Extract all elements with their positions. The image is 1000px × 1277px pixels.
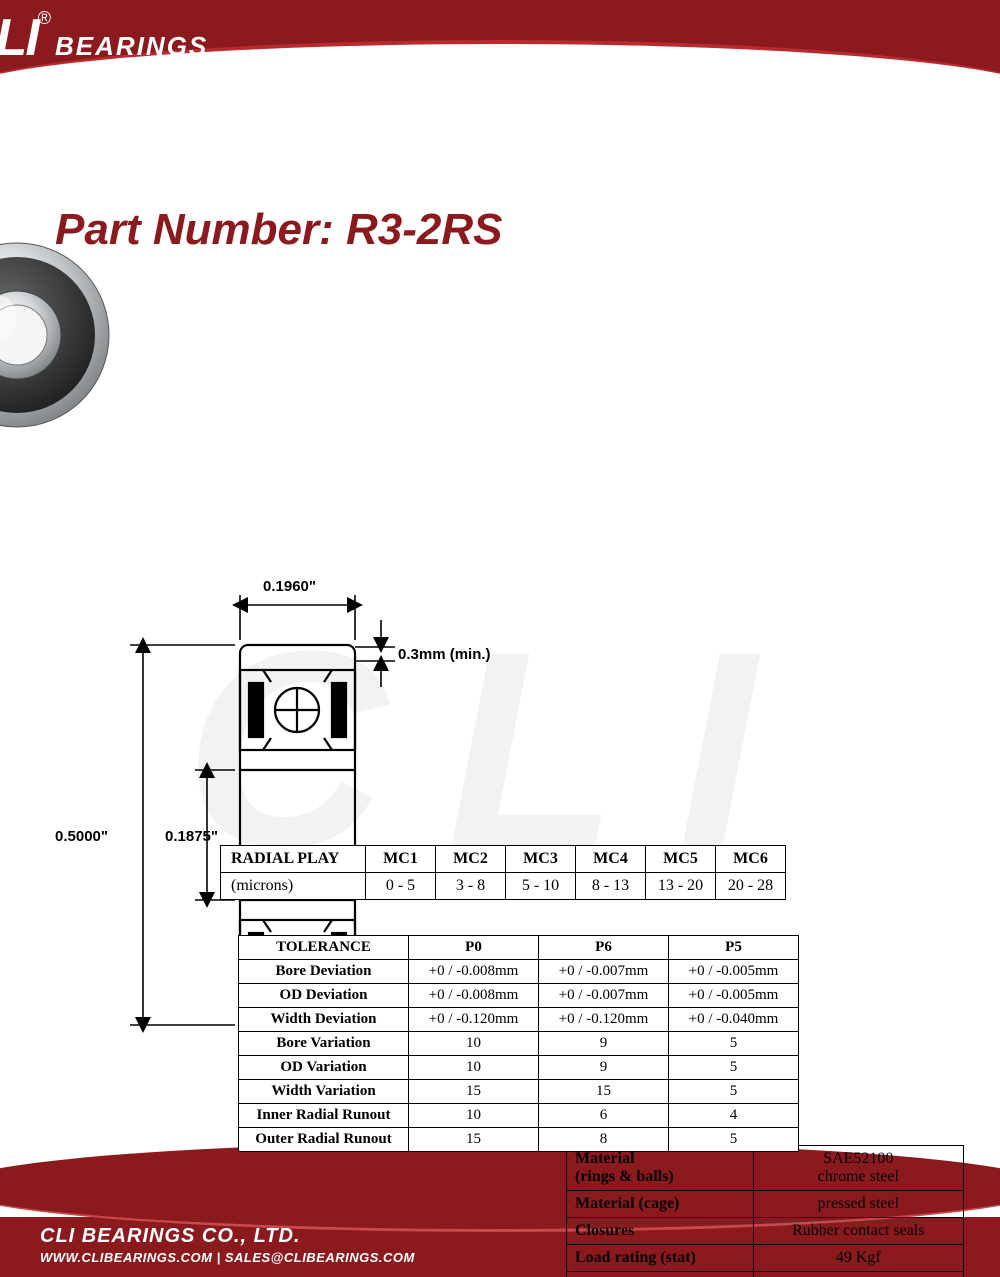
brand-logo: CLI®BEARINGS bbox=[0, 8, 960, 68]
tol-val: 5 bbox=[669, 1056, 799, 1080]
spec-value: SAE52100chrome steel bbox=[753, 1146, 963, 1191]
tol-col: P0 bbox=[409, 936, 539, 960]
radial-val: 8 - 13 bbox=[576, 873, 646, 900]
tol-row-label: Bore Variation bbox=[239, 1032, 409, 1056]
spec-label: Closures bbox=[567, 1218, 754, 1245]
spec-label: Load rating (stat) bbox=[567, 1245, 754, 1272]
footer-email: SALES@CLIBEARINGS.COM bbox=[225, 1250, 415, 1265]
radial-unit: (microns) bbox=[221, 873, 366, 900]
tol-val: +0 / -0.120mm bbox=[409, 1008, 539, 1032]
tolerance-table: TOLERANCEP0P6P5 Bore Deviation+0 / -0.008… bbox=[238, 935, 799, 1152]
spec-label: Material(rings & balls) bbox=[567, 1146, 754, 1191]
tol-val: +0 / -0.008mm bbox=[409, 984, 539, 1008]
dim-chamfer: 0.3mm (min.) bbox=[398, 646, 491, 663]
brand-suffix: BEARINGS bbox=[55, 31, 208, 61]
tol-row-label: Bore Deviation bbox=[239, 960, 409, 984]
radial-col: MC4 bbox=[576, 846, 646, 873]
brand-reg: ® bbox=[38, 8, 51, 28]
tol-row-label: Width Variation bbox=[239, 1080, 409, 1104]
tol-val: 15 bbox=[539, 1080, 669, 1104]
tol-val: 15 bbox=[409, 1128, 539, 1152]
tol-val: 9 bbox=[539, 1056, 669, 1080]
brand-name: CLI bbox=[0, 9, 38, 67]
tol-val: 6 bbox=[539, 1104, 669, 1128]
spec-value: 130 Kgf bbox=[753, 1272, 963, 1277]
tol-val: +0 / -0.007mm bbox=[539, 960, 669, 984]
tol-row-label: OD Variation bbox=[239, 1056, 409, 1080]
radial-val: 0 - 5 bbox=[366, 873, 436, 900]
radial-val: 13 - 20 bbox=[646, 873, 716, 900]
radial-col: MC3 bbox=[506, 846, 576, 873]
spec-value: 49 Kgf bbox=[753, 1245, 963, 1272]
tol-val: +0 / -0.040mm bbox=[669, 1008, 799, 1032]
tol-val: +0 / -0.120mm bbox=[539, 1008, 669, 1032]
tol-title: TOLERANCE bbox=[239, 936, 409, 960]
tol-val: 5 bbox=[669, 1032, 799, 1056]
tol-val: +0 / -0.005mm bbox=[669, 960, 799, 984]
dim-outer: 0.5000" bbox=[55, 828, 108, 845]
spec-label: Material (cage) bbox=[567, 1191, 754, 1218]
tol-row-label: Width Deviation bbox=[239, 1008, 409, 1032]
tol-val: +0 / -0.005mm bbox=[669, 984, 799, 1008]
tol-val: 4 bbox=[669, 1104, 799, 1128]
radial-title: RADIAL PLAY bbox=[221, 846, 366, 873]
tol-col: P6 bbox=[539, 936, 669, 960]
spec-value: pressed steel bbox=[753, 1191, 963, 1218]
tol-row-label: Inner Radial Runout bbox=[239, 1104, 409, 1128]
tol-row-label: OD Deviation bbox=[239, 984, 409, 1008]
radial-col: MC2 bbox=[436, 846, 506, 873]
radial-col: MC1 bbox=[366, 846, 436, 873]
footer-web: WWW.CLIBEARINGS.COM bbox=[40, 1250, 212, 1265]
tol-val: 5 bbox=[669, 1128, 799, 1152]
footer-sep: | bbox=[212, 1250, 224, 1265]
footer-company: CLI BEARINGS CO., LTD. bbox=[40, 1225, 415, 1248]
tol-val: 9 bbox=[539, 1032, 669, 1056]
tol-val: 10 bbox=[409, 1032, 539, 1056]
dim-inner: 0.1875" bbox=[165, 828, 218, 845]
tol-val: +0 / -0.007mm bbox=[539, 984, 669, 1008]
radial-play-table: RADIAL PLAYMC1MC2MC3MC4MC5MC6 (microns)0 … bbox=[220, 845, 786, 900]
radial-val: 5 - 10 bbox=[506, 873, 576, 900]
spec-table: Material(rings & balls)SAE52100chrome st… bbox=[566, 1145, 964, 1277]
radial-col: MC5 bbox=[646, 846, 716, 873]
tol-val: 5 bbox=[669, 1080, 799, 1104]
tol-row-label: Outer Radial Runout bbox=[239, 1128, 409, 1152]
tol-val: 10 bbox=[409, 1104, 539, 1128]
tol-val: 10 bbox=[409, 1056, 539, 1080]
dim-width: 0.1960" bbox=[263, 578, 316, 595]
spec-label: Load rating (dyn) bbox=[567, 1272, 754, 1277]
bearing-photo bbox=[0, 240, 922, 435]
tol-col: P5 bbox=[669, 936, 799, 960]
radial-val: 3 - 8 bbox=[436, 873, 506, 900]
spec-value: Rubber contact seals bbox=[753, 1218, 963, 1245]
tol-val: 8 bbox=[539, 1128, 669, 1152]
tol-val: +0 / -0.008mm bbox=[409, 960, 539, 984]
radial-val: 20 - 28 bbox=[716, 873, 786, 900]
tol-val: 15 bbox=[409, 1080, 539, 1104]
footer-text: CLI BEARINGS CO., LTD. WWW.CLIBEARINGS.C… bbox=[40, 1225, 415, 1265]
radial-col: MC6 bbox=[716, 846, 786, 873]
